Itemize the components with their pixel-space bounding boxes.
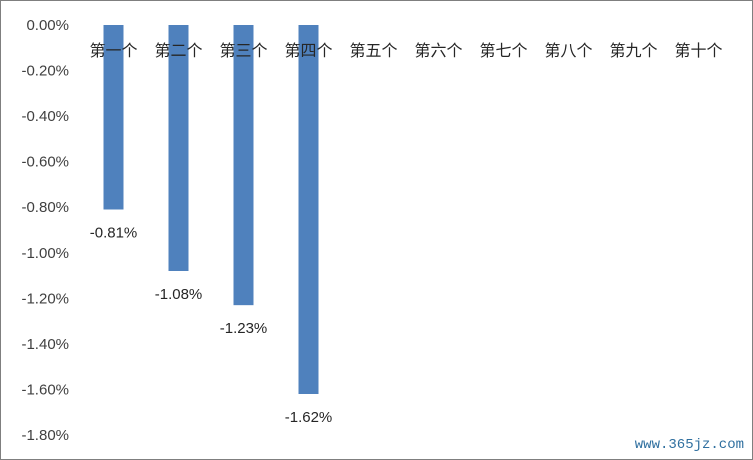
category-label: 第四个 bbox=[284, 41, 332, 60]
y-tick-label: -1.60% bbox=[21, 381, 69, 398]
category-label: 第八个 bbox=[544, 41, 592, 60]
data-labels: -0.81% -1.08% -1.23% -1.62% bbox=[90, 225, 333, 427]
category-label: 第十个 bbox=[674, 41, 722, 60]
y-tick-label: -0.80% bbox=[21, 199, 69, 216]
bar-3 bbox=[233, 25, 254, 306]
y-tick-label: -1.20% bbox=[21, 290, 69, 307]
data-label: -1.62% bbox=[285, 409, 333, 426]
y-tick-label: -0.40% bbox=[21, 108, 69, 125]
bar-1 bbox=[103, 25, 124, 210]
y-tick-label: -0.60% bbox=[21, 154, 69, 171]
category-label: 第六个 bbox=[414, 41, 462, 60]
category-label: 第七个 bbox=[479, 41, 527, 60]
watermark: www.365jz.com bbox=[634, 437, 744, 453]
y-tick-label: -1.40% bbox=[21, 336, 69, 353]
x-axis: 第一个 第二个 第三个 第四个 第五个 第六个 第七个 第八个 第九个 第十个 bbox=[89, 41, 722, 60]
data-label: -0.81% bbox=[90, 225, 138, 242]
category-label: 第二个 bbox=[154, 41, 202, 60]
category-label: 第一个 bbox=[89, 41, 137, 60]
category-label: 第三个 bbox=[219, 41, 267, 60]
y-tick-label: -0.20% bbox=[21, 63, 69, 80]
bar-2 bbox=[168, 25, 189, 271]
category-label: 第五个 bbox=[349, 41, 397, 60]
y-axis: 0.00% -0.20% -0.40% -0.60% -0.80% -1.00% -1.20… bbox=[21, 17, 69, 444]
y-tick-label: -1.00% bbox=[21, 245, 69, 262]
y-tick-label: -1.80% bbox=[21, 427, 69, 444]
bars bbox=[103, 25, 319, 394]
bar-4 bbox=[298, 25, 319, 394]
y-tick-label: 0.00% bbox=[26, 17, 69, 34]
data-label: -1.23% bbox=[220, 320, 268, 337]
category-label: 第九个 bbox=[609, 41, 657, 60]
data-label: -1.08% bbox=[155, 286, 203, 303]
